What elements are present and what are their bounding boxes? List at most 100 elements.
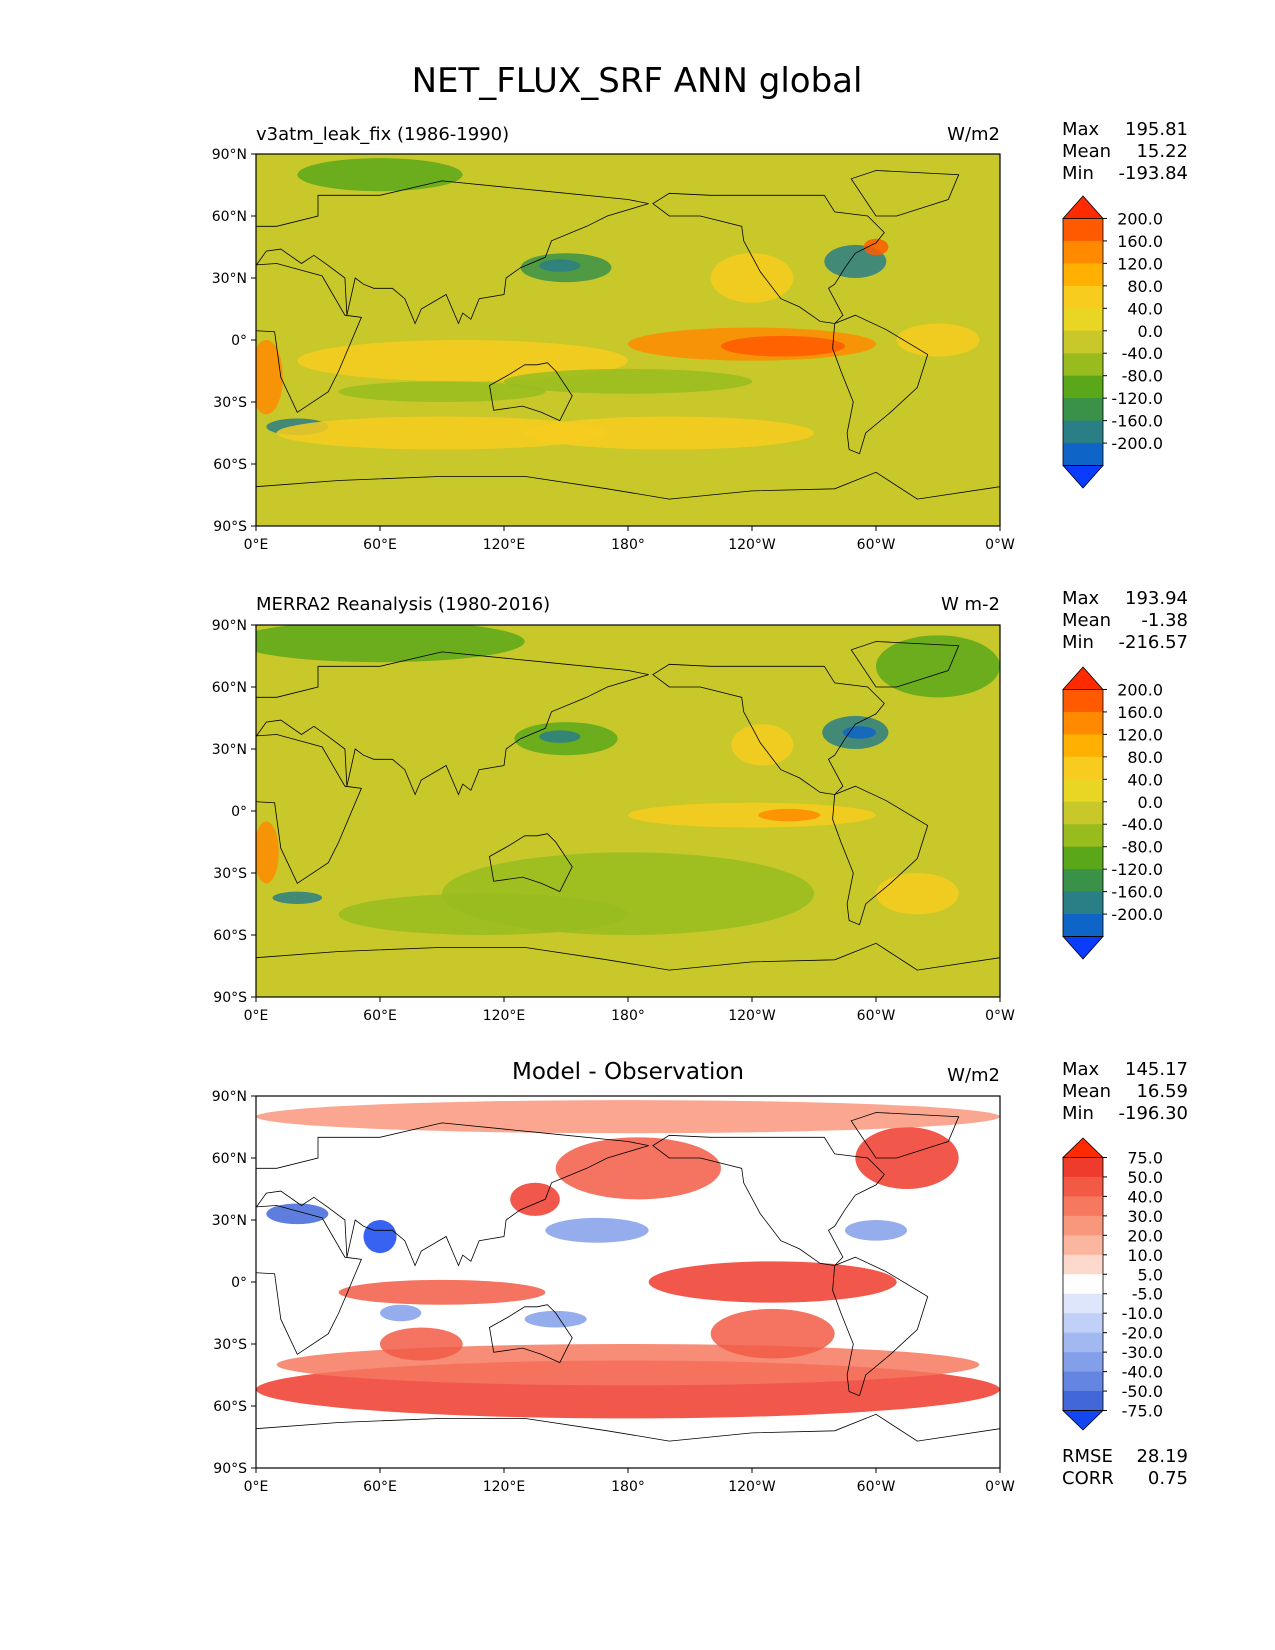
panel-units-observation: W m-2 bbox=[941, 594, 1000, 615]
lon-tick-label: 60°W bbox=[857, 1008, 896, 1024]
lon-tick-label: 60°E bbox=[363, 1479, 397, 1495]
colorbar-level-label: -10.0 bbox=[1122, 1304, 1163, 1323]
stat-min-label: Min bbox=[1062, 1103, 1094, 1124]
field-anomaly bbox=[256, 1100, 1000, 1134]
lat-tick-label: 90°S bbox=[213, 1461, 247, 1477]
field-anomaly bbox=[855, 1127, 959, 1189]
colorbar-segment bbox=[1063, 375, 1103, 399]
colorbar-level-label: 30.0 bbox=[1127, 1207, 1163, 1226]
field-anomaly bbox=[876, 873, 959, 915]
panel-title-observation: MERRA2 Reanalysis (1980-2016) bbox=[256, 594, 550, 615]
stat-max-value: 145.17 bbox=[1125, 1059, 1188, 1080]
rmse-corr: RMSE 28.19 CORR 0.75 bbox=[1062, 1446, 1188, 1489]
corr-value: 0.75 bbox=[1148, 1468, 1188, 1489]
colorbar-level-label: -200.0 bbox=[1111, 434, 1163, 453]
colorbar-segment bbox=[1063, 1215, 1103, 1236]
colorbar-level-label: 20.0 bbox=[1127, 1226, 1163, 1245]
lon-tick-label: 0°E bbox=[244, 1479, 269, 1495]
colorbar-difference: 75.050.040.030.020.010.05.0-5.0-10.0-20.… bbox=[1062, 1137, 1163, 1431]
coastline bbox=[256, 170, 1000, 526]
stat-mean-label: Mean bbox=[1062, 141, 1111, 162]
field-anomaly bbox=[876, 635, 1000, 698]
field-anomaly bbox=[338, 1279, 546, 1305]
colorbar-level-label: -120.0 bbox=[1111, 389, 1163, 408]
lon-tick-label: 120°E bbox=[483, 1479, 526, 1495]
lon-tick-label: 120°E bbox=[483, 1008, 526, 1024]
field-anomaly bbox=[524, 416, 814, 450]
lon-tick-label: 0°W bbox=[985, 1479, 1015, 1495]
stat-min-value: -216.57 bbox=[1119, 632, 1188, 653]
colorbar-level-label: -5.0 bbox=[1132, 1285, 1163, 1304]
field-anomaly bbox=[380, 1304, 422, 1322]
colorbar-observation: 200.0 160.0 120.0 80.0 40.0 0.0 -40.0 -80.0 -120… bbox=[1062, 666, 1163, 960]
colorbar-segment bbox=[1063, 801, 1103, 825]
colorbar-level-label: -40.0 bbox=[1122, 344, 1163, 363]
lat-tick-label: 30°S bbox=[213, 866, 247, 882]
field-anomaly bbox=[510, 1182, 560, 1216]
stat-mean-value: -1.38 bbox=[1141, 610, 1188, 631]
stat-max-label: Max bbox=[1062, 588, 1100, 609]
colorbar-segment bbox=[1063, 330, 1103, 354]
field-anomaly bbox=[272, 891, 323, 904]
colorbar-level-label: -160.0 bbox=[1111, 883, 1163, 902]
colorbar-segment bbox=[1063, 689, 1103, 713]
figure-title: NET_FLUX_SRF ANN global bbox=[412, 61, 863, 101]
corr-label: CORR bbox=[1062, 1468, 1114, 1489]
colorbar-level-label: 40.0 bbox=[1127, 299, 1163, 318]
colorbar-segment bbox=[1063, 1235, 1103, 1256]
colorbar-segment bbox=[1063, 1371, 1103, 1392]
field-anomaly bbox=[524, 1310, 587, 1328]
field-anomaly bbox=[628, 802, 876, 828]
colorbar-segment bbox=[1063, 869, 1103, 893]
lat-tick-label: 60°N bbox=[212, 1151, 247, 1167]
colorbar-level-label: -75.0 bbox=[1122, 1402, 1163, 1421]
coastline bbox=[256, 641, 1000, 997]
colorbar-segment bbox=[1063, 443, 1103, 467]
colorbar-level-label: 0.0 bbox=[1138, 322, 1163, 341]
colorbar-level-label: -20.0 bbox=[1122, 1324, 1163, 1343]
colorbar-level-label: 80.0 bbox=[1127, 277, 1163, 296]
colorbar-segment bbox=[1063, 824, 1103, 848]
lat-tick-label: 90°N bbox=[212, 147, 247, 163]
colorbar-level-label: -30.0 bbox=[1122, 1343, 1163, 1362]
field-anomaly bbox=[380, 1327, 463, 1361]
panel-units-model: W/m2 bbox=[947, 124, 1000, 145]
colorbar-segment bbox=[1063, 353, 1103, 377]
field-heatmap bbox=[256, 625, 1000, 997]
lon-tick-label: 0°E bbox=[244, 1008, 269, 1024]
colorbar-extend-min bbox=[1062, 936, 1104, 960]
colorbar-segment bbox=[1063, 1254, 1103, 1275]
stat-max-label: Max bbox=[1062, 119, 1100, 140]
colorbar-segment bbox=[1063, 240, 1103, 264]
colorbar-segment bbox=[1063, 1196, 1103, 1217]
stats-model: Max 195.81 Mean 15.22 Min -193.84 bbox=[1062, 119, 1188, 184]
lon-tick-label: 60°W bbox=[857, 1479, 896, 1495]
field-anomaly bbox=[297, 340, 628, 382]
lat-tick-label: 60°S bbox=[213, 928, 247, 944]
lon-tick-label: 60°E bbox=[363, 1008, 397, 1024]
field-anomaly bbox=[338, 381, 546, 402]
lat-tick-label: 60°S bbox=[213, 457, 247, 473]
colorbar-level-label: 120.0 bbox=[1117, 254, 1163, 273]
lon-tick-label: 0°W bbox=[985, 537, 1015, 553]
field-anomaly bbox=[710, 253, 794, 303]
colorbar-segment bbox=[1063, 914, 1103, 938]
panel-model: v3atm_leak_fix (1986-1990) W/m2 Max 195.… bbox=[212, 119, 1188, 553]
colorbar-level-label: -200.0 bbox=[1111, 905, 1163, 924]
lon-tick-label: 120°W bbox=[728, 1479, 776, 1495]
colorbar-extend-max bbox=[1062, 195, 1104, 219]
panel-units-difference: W/m2 bbox=[947, 1065, 1000, 1086]
stat-mean-label: Mean bbox=[1062, 1081, 1111, 1102]
colorbar-segment bbox=[1063, 1274, 1103, 1295]
stat-min-value: -196.30 bbox=[1119, 1103, 1188, 1124]
colorbar-segment bbox=[1063, 263, 1103, 287]
map-model: 90°N 60°N 30°N 0° 30°S 60°S 90°S 0°E 60°E 120°E 18… bbox=[212, 147, 1015, 553]
field-anomaly bbox=[545, 1217, 649, 1243]
map-difference: 90°N 60°N 30°N 0° 30°S 60°S 90°S 0°E 60°E 120°E 18… bbox=[212, 1089, 1015, 1495]
colorbar-level-label: -120.0 bbox=[1111, 860, 1163, 879]
field-anomaly bbox=[863, 238, 889, 256]
field-anomaly bbox=[842, 726, 876, 739]
field-anomaly bbox=[338, 893, 628, 935]
rmse-value: 28.19 bbox=[1136, 1446, 1188, 1467]
